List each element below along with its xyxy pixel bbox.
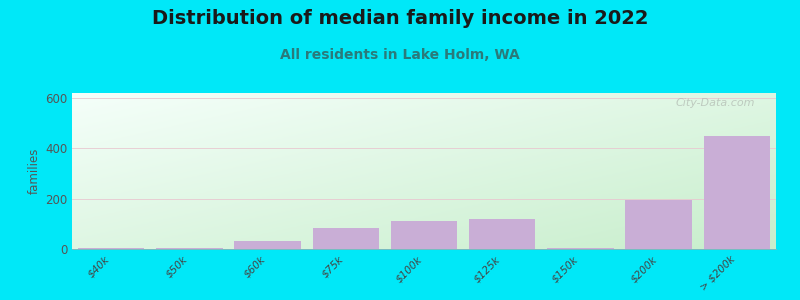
Bar (390, 221, 458, 249)
Bar (78, 248, 144, 249)
Bar (626, 200, 692, 249)
Bar (234, 242, 301, 249)
Bar (469, 219, 535, 249)
Y-axis label: families: families (28, 148, 41, 194)
Text: All residents in Lake Holm, WA: All residents in Lake Holm, WA (280, 48, 520, 62)
Bar (313, 228, 379, 249)
Text: City-Data.com: City-Data.com (675, 98, 755, 108)
Bar (704, 136, 770, 249)
Bar (547, 248, 614, 249)
Bar (156, 248, 222, 249)
Text: Distribution of median family income in 2022: Distribution of median family income in … (152, 9, 648, 28)
